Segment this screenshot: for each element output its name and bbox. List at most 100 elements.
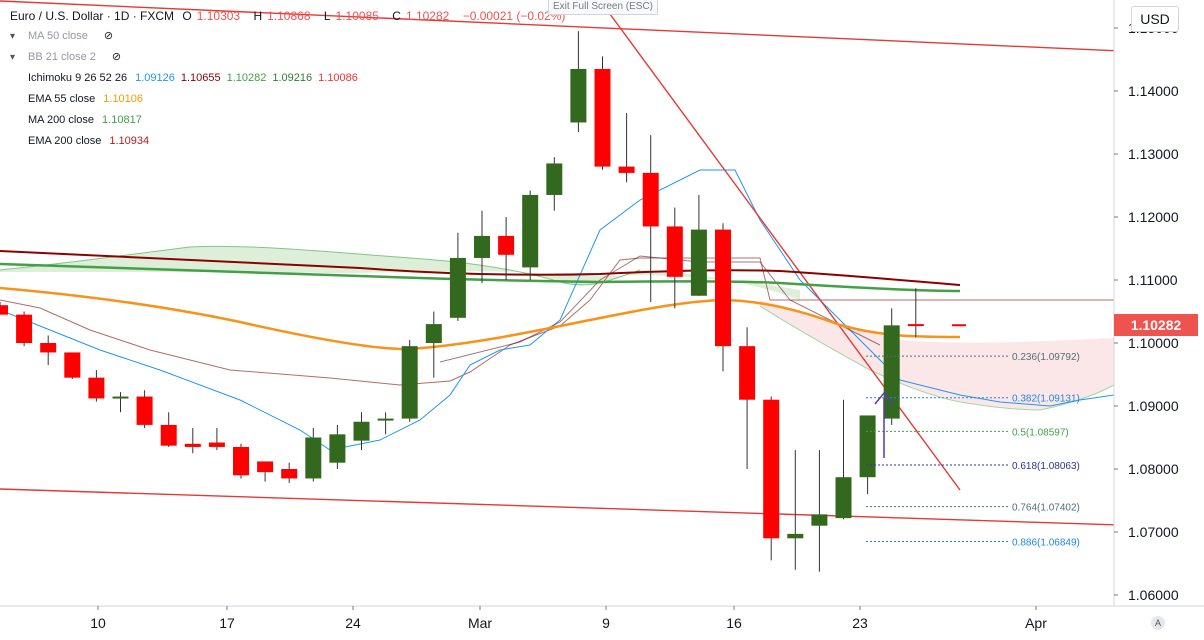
candle-body-down <box>666 226 683 277</box>
indicator-name: MA 50 close <box>28 30 88 42</box>
candle-body-down <box>739 346 756 400</box>
symbol-title[interactable]: Euro / U.S. Dollar · 1D · FXCM <box>10 9 175 23</box>
senkou-b-line <box>759 305 1114 411</box>
close-key: C <box>392 9 401 23</box>
candle-body-up <box>401 346 418 419</box>
candle-body-up <box>474 235 490 258</box>
candle-body-up <box>112 396 129 399</box>
indicator-value: 1.10934 <box>109 135 150 147</box>
candle-body-up <box>859 415 876 478</box>
fib-level-label: 0.886(1.06849) <box>1012 538 1080 549</box>
candle-body-up <box>787 533 804 539</box>
x-tick-label: 9 <box>602 615 610 631</box>
ema200-line <box>0 250 961 286</box>
ma200-line <box>0 262 961 293</box>
indicator-row[interactable]: ▾ BB 21 close 2 ⊘ <box>10 49 121 65</box>
x-tick-label: 23 <box>852 615 868 631</box>
tenkan-line <box>0 169 1114 451</box>
candle-body-up <box>522 194 539 268</box>
candle-body-down <box>160 424 177 446</box>
candle-body-down <box>642 172 659 227</box>
indicator-value: 1.10655 <box>180 72 221 84</box>
arrow-head <box>874 391 894 405</box>
eye-hidden-icon[interactable]: ⊘ <box>111 51 122 63</box>
candle-body-down <box>715 229 731 347</box>
y-tick-label: 1.08000 <box>1128 461 1179 477</box>
lower-channel-line <box>0 488 1114 526</box>
indicator-name: Ichimoku 9 26 52 26 <box>28 72 128 84</box>
chikou-line <box>439 255 881 363</box>
fib-level-label: 0.5(1.08597) <box>1012 427 1069 438</box>
indicator-name: EMA 200 close <box>28 135 102 147</box>
indicator-value: 1.10106 <box>103 93 144 105</box>
indicator-row[interactable]: ▾ MA 50 close ⊘ <box>10 28 113 44</box>
indicator-value: 1.10282 <box>226 72 267 84</box>
candle-body-down <box>88 377 105 399</box>
candle-body-up <box>570 68 587 123</box>
candle-body-down <box>136 396 153 425</box>
x-tick-label: 16 <box>726 615 742 631</box>
y-tick-label: 1.13000 <box>1128 146 1179 162</box>
x-tick-label: Mar <box>468 615 492 631</box>
candle-body-down <box>0 305 8 315</box>
candle-body-down <box>618 166 635 173</box>
candle-body-up <box>425 324 442 343</box>
collapse-icon[interactable]: ▾ <box>10 52 16 63</box>
candle-body-up <box>811 514 828 526</box>
indicator-value: 1.09126 <box>135 72 175 84</box>
indicator-value: 1.10086 <box>318 72 358 84</box>
candle-body-down <box>257 461 274 473</box>
exit-fullscreen-button[interactable]: Exit Full Screen (ESC) <box>548 0 658 15</box>
indicator-row[interactable]: EMA 55 close 1.10106 <box>10 91 149 107</box>
high-key: H <box>253 9 263 23</box>
indicator-row[interactable]: EMA 200 close 1.10934 <box>10 133 155 149</box>
candle-body-up <box>353 421 370 441</box>
change-value: −0.00021 (−0.02%) <box>462 9 566 23</box>
candle-body-up <box>449 257 466 318</box>
y-tick-label: 1.10000 <box>1128 335 1179 351</box>
plot-area: 0.236(1.09792) 0.382(1.09131) 0.5(1.08597)… <box>0 0 1114 572</box>
x-tick-label: 17 <box>219 615 235 631</box>
low-key: L <box>323 9 331 23</box>
auto-scale-button[interactable]: A <box>1151 616 1165 630</box>
candle-body-down <box>233 446 249 476</box>
candle-body-down <box>763 399 780 539</box>
open-key: O <box>182 9 192 23</box>
candle-body-up <box>835 477 852 519</box>
candle-body-up <box>305 437 322 479</box>
last-price-label: 1.10282 <box>1114 314 1198 336</box>
indicator-name: EMA 55 close <box>28 93 96 105</box>
candle-body-up <box>883 325 900 419</box>
indicator-row[interactable]: MA 200 close 1.10817 <box>10 112 148 128</box>
indicator-row[interactable]: Ichimoku 9 26 52 26 1.09126 1.10655 1.10282… <box>10 70 364 86</box>
candle-body-up <box>329 434 346 463</box>
candle-body-up <box>377 418 394 421</box>
low-value: 1.10085 <box>335 9 379 23</box>
candle-body-down <box>208 442 225 447</box>
x-tick-label: 10 <box>90 615 106 631</box>
symbol-header: Euro / U.S. Dollar · 1D · FXCM O 1.10303 … <box>10 9 570 23</box>
currency-button[interactable]: USD <box>1131 6 1179 32</box>
upper-channel-line <box>0 0 1114 52</box>
candle-body-down <box>281 469 298 479</box>
eye-hidden-icon[interactable]: ⊘ <box>103 30 114 42</box>
collapse-icon[interactable]: ▾ <box>10 31 16 42</box>
fib-level-label: 0.236(1.09792) <box>1012 352 1080 363</box>
indicator-name: BB 21 close 2 <box>28 51 96 63</box>
open-value: 1.10303 <box>196 9 241 23</box>
indicator-value: 1.09216 <box>272 72 313 84</box>
indicator-name: MA 200 close <box>28 114 95 126</box>
y-tick-label: 1.07000 <box>1128 524 1179 540</box>
close-value: 1.10282 <box>405 9 450 23</box>
candle-body-down <box>594 68 611 167</box>
descending-trend-line <box>606 9 961 491</box>
x-tick-label: 24 <box>345 615 361 631</box>
y-tick-label: 1.14000 <box>1128 83 1179 99</box>
y-tick-label: 1.12000 <box>1128 209 1179 225</box>
senkou-a-line <box>0 245 641 286</box>
candle-body-up <box>690 229 707 296</box>
fib-level-label: 0.618(1.08063) <box>1012 461 1080 472</box>
y-tick-label: 1.09000 <box>1128 398 1179 414</box>
